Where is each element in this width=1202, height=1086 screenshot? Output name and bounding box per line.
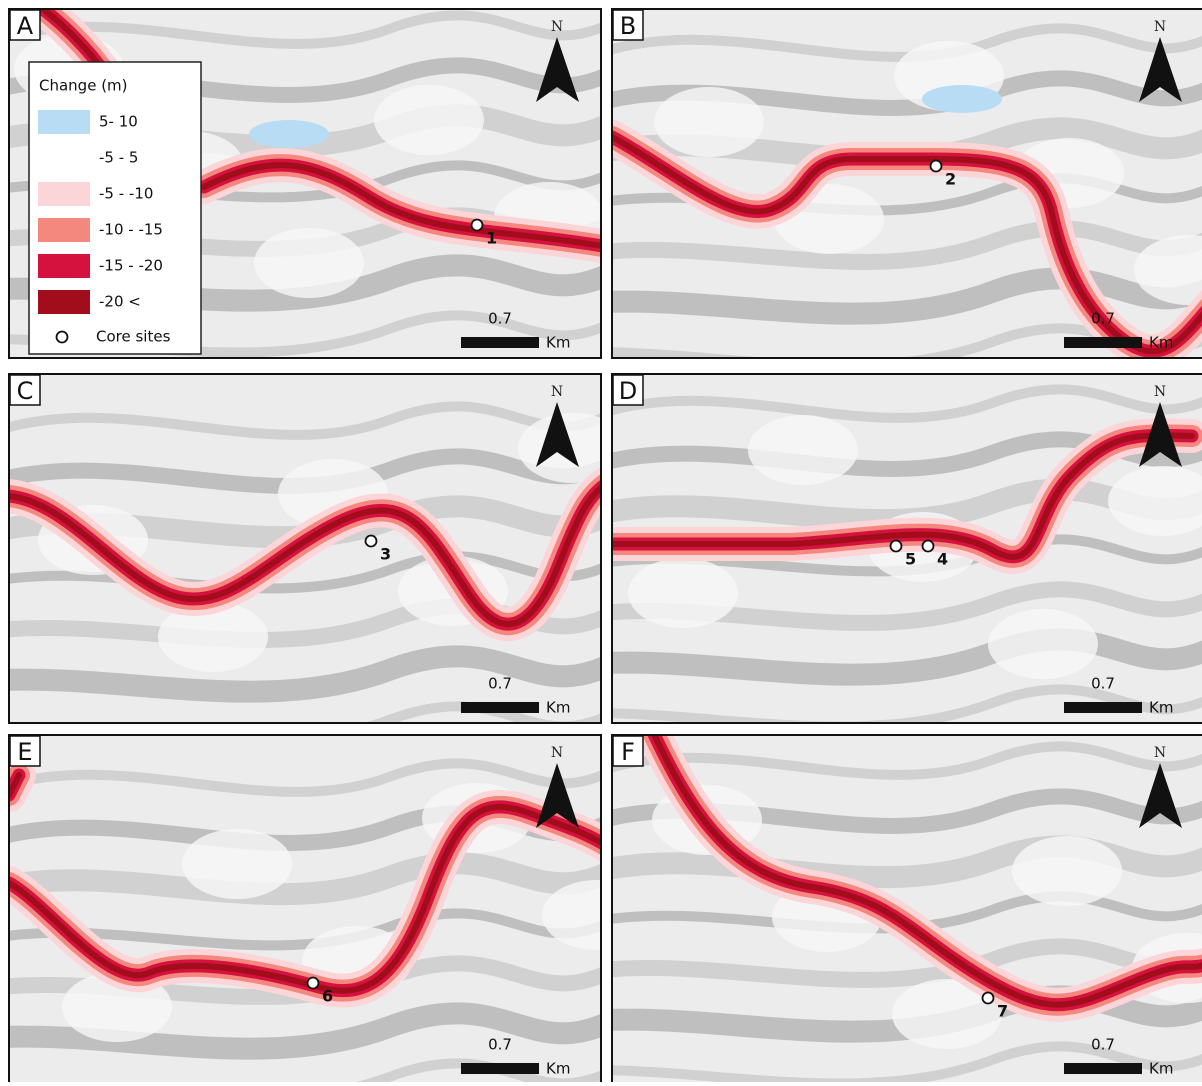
legend-swatch bbox=[38, 290, 90, 314]
legend-title: Change (m) bbox=[39, 77, 128, 95]
north-label: N bbox=[551, 745, 563, 761]
flat-area bbox=[628, 558, 738, 628]
flat-area bbox=[254, 228, 364, 298]
map-panel: B N 0.7 Km 2 bbox=[602, 9, 1202, 366]
map-panel: D N 0.7 Km 5 4 bbox=[602, 374, 1202, 727]
panel-letter: B bbox=[620, 12, 636, 40]
scale-bar bbox=[1064, 702, 1142, 713]
scale-unit: Km bbox=[546, 334, 570, 352]
scale-unit: Km bbox=[546, 1060, 570, 1078]
panel-letter: A bbox=[17, 12, 34, 40]
flat-area bbox=[988, 609, 1098, 679]
north-label: N bbox=[1154, 384, 1166, 400]
scale-value: 0.7 bbox=[1091, 1036, 1115, 1054]
scale-unit: Km bbox=[1149, 1060, 1173, 1078]
core-site bbox=[366, 536, 377, 547]
site-label: 4 bbox=[937, 550, 948, 569]
flat-area bbox=[654, 87, 764, 157]
scale-unit: Km bbox=[1149, 699, 1173, 717]
scale-value: 0.7 bbox=[488, 310, 512, 328]
site-label: 2 bbox=[945, 170, 956, 189]
site-label: 7 bbox=[997, 1002, 1008, 1021]
core-site bbox=[472, 220, 483, 231]
panel-letter: E bbox=[17, 738, 32, 766]
scale-value: 0.7 bbox=[488, 675, 512, 693]
scale-bar bbox=[461, 702, 539, 713]
flat-area bbox=[182, 829, 292, 899]
map-panel: F N 0.7 Km 7 bbox=[602, 730, 1202, 1082]
legend-swatch bbox=[38, 218, 90, 242]
panel-letter: C bbox=[17, 377, 34, 405]
site-label: 3 bbox=[380, 545, 391, 564]
core-site bbox=[931, 161, 942, 172]
map-body bbox=[0, 374, 628, 744]
north-label: N bbox=[1154, 19, 1166, 35]
panel-letter: D bbox=[619, 377, 637, 405]
legend-swatch bbox=[38, 182, 90, 206]
scale-unit: Km bbox=[1149, 334, 1173, 352]
core-site bbox=[923, 541, 934, 552]
site-label: 1 bbox=[486, 229, 497, 248]
gain-area bbox=[922, 85, 1002, 113]
map-body bbox=[602, 730, 1202, 1082]
scale-bar bbox=[461, 337, 539, 348]
north-label: N bbox=[551, 384, 563, 400]
legend-label: -20 < bbox=[99, 293, 141, 311]
site-label: 6 bbox=[322, 987, 333, 1006]
scale-bar bbox=[1064, 337, 1142, 348]
map-panel: C N 0.7 Km 3 bbox=[0, 374, 628, 744]
scale-unit: Km bbox=[546, 699, 570, 717]
north-label: N bbox=[551, 19, 563, 35]
scale-bar bbox=[461, 1063, 539, 1074]
legend-label: -5 - -10 bbox=[99, 185, 153, 203]
legend-core-label: Core sites bbox=[96, 328, 171, 346]
figure: A N 0.7 Km 1 B N 0.7 Km 2 C N 0.7 Km 3 D N 0.7 Km 5 4 E N 0.7 Km… bbox=[0, 0, 1202, 1082]
panel-letter: F bbox=[621, 738, 635, 766]
scale-value: 0.7 bbox=[1091, 310, 1115, 328]
scale-value: 0.7 bbox=[488, 1036, 512, 1054]
legend-swatch bbox=[38, 110, 90, 134]
legend-label: -5 - 5 bbox=[99, 149, 138, 167]
legend-label: 5- 10 bbox=[99, 113, 138, 131]
legend-label: -15 - -20 bbox=[99, 257, 163, 275]
legend-core-marker bbox=[57, 332, 68, 343]
legend-swatch bbox=[38, 146, 90, 170]
gain-area bbox=[249, 120, 329, 148]
north-label: N bbox=[1154, 745, 1166, 761]
flat-area bbox=[748, 415, 858, 485]
core-site bbox=[891, 541, 902, 552]
scale-bar bbox=[1064, 1063, 1142, 1074]
map-panel: E N 0.7 Km 6 bbox=[0, 735, 652, 1082]
core-site bbox=[983, 993, 994, 1004]
scale-value: 0.7 bbox=[1091, 675, 1115, 693]
legend-swatch bbox=[38, 254, 90, 278]
flat-area bbox=[374, 85, 484, 155]
flat-area bbox=[1012, 836, 1122, 906]
site-label: 5 bbox=[905, 550, 916, 569]
core-site bbox=[308, 978, 319, 989]
page: {"legend": {"title": "Change (m)", "item… bbox=[0, 0, 1202, 1082]
legend: Change (m) 5- 10 -5 - 5 -5 - -10 -10 - -15 -1… bbox=[29, 62, 201, 354]
legend-label: -10 - -15 bbox=[99, 221, 163, 239]
